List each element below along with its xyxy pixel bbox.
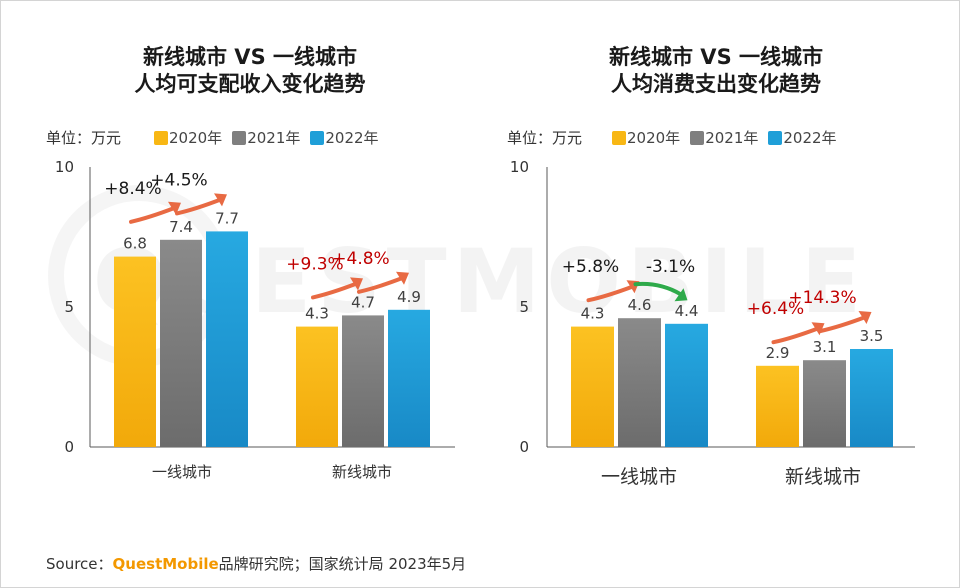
bar xyxy=(206,231,248,447)
value-label: 4.9 xyxy=(397,288,421,306)
legend-item-2022: 2022年 xyxy=(310,127,379,148)
growth-arrow xyxy=(311,281,359,300)
value-label: 4.4 xyxy=(675,302,699,320)
source-prefix: Source： xyxy=(46,555,113,573)
growth-arrow-head xyxy=(350,277,363,291)
y-tick-label: 5 xyxy=(64,298,74,316)
legend-item-2020: 2020年 xyxy=(154,127,222,148)
legend-label-2021: 2021年 xyxy=(705,129,759,147)
growth-percentage-label: +6.4% xyxy=(747,299,804,319)
x-category-label: 一线城市 xyxy=(601,466,677,488)
value-label: 4.3 xyxy=(581,305,605,323)
value-label: 2.9 xyxy=(766,344,790,362)
legend-label-2020: 2020年 xyxy=(169,129,223,147)
legend-swatch-2021 xyxy=(690,130,705,145)
growth-arrow-head xyxy=(811,322,825,336)
x-category-label: 新线城市 xyxy=(332,463,392,481)
growth-arrow-head xyxy=(396,271,409,285)
growth-arrow-head xyxy=(858,311,872,324)
right-unit-label: 单位：万元 xyxy=(507,129,583,147)
right-chart-title: 新线城市 VS 一线城市 人均消费支出变化趋势 xyxy=(546,44,886,98)
legend-label-2021: 2021年 xyxy=(247,129,301,147)
left-unit-label: 单位：万元 xyxy=(46,129,122,147)
source-note: Source：QuestMobile品牌研究院；国家统计局 2023年5月 xyxy=(46,553,466,574)
value-label: 3.1 xyxy=(813,338,837,356)
legend-swatch-2020 xyxy=(612,130,626,145)
growth-percentage-label: +8.4% xyxy=(104,179,161,199)
x-category-label: 一线城市 xyxy=(152,463,212,481)
left-title-line1: 新线城市 VS 一线城市 xyxy=(143,45,357,69)
right-title-line1: 新线城市 VS 一线城市 xyxy=(609,45,823,69)
y-tick-label: 0 xyxy=(519,438,529,456)
growth-arrow xyxy=(129,205,177,224)
value-label: 7.7 xyxy=(215,209,239,227)
bar xyxy=(114,256,156,447)
source-suffix: 品牌研究院；国家统计局 2023年5月 xyxy=(218,555,467,573)
legend-label-2022: 2022年 xyxy=(325,129,379,147)
bar xyxy=(571,326,614,447)
legend-swatch-2021 xyxy=(232,130,247,145)
value-label: 4.3 xyxy=(305,305,329,323)
legend-swatch-2022 xyxy=(310,130,325,145)
legend-item-2020: 2020年 xyxy=(612,127,680,148)
growth-arrow xyxy=(818,315,868,333)
bar xyxy=(342,315,384,447)
right-legend: 2020年 2021年 2022年 xyxy=(612,127,847,148)
value-label: 4.7 xyxy=(351,293,375,311)
legend-label-2022: 2022年 xyxy=(783,129,837,147)
legend-item-2021: 2021年 xyxy=(690,127,758,148)
left-legend: 2020年 2021年 2022年 xyxy=(154,127,389,148)
bar xyxy=(850,349,893,447)
growth-arrow xyxy=(771,326,821,345)
growth-arrow-head xyxy=(214,193,227,207)
growth-arrow xyxy=(175,197,223,216)
y-tick-label: 10 xyxy=(510,158,529,176)
value-label: 4.6 xyxy=(628,296,652,314)
legend-swatch-2020 xyxy=(154,130,168,145)
growth-percentage-label: +9.3% xyxy=(286,254,343,274)
value-label: 6.8 xyxy=(123,235,147,253)
bar xyxy=(388,309,430,447)
legend-swatch-2022 xyxy=(768,130,783,145)
legend-item-2022: 2022年 xyxy=(768,127,837,148)
y-tick-label: 5 xyxy=(519,298,529,316)
bar xyxy=(296,326,338,447)
growth-arrow xyxy=(633,281,683,297)
y-tick-label: 0 xyxy=(64,438,74,456)
source-brand: QuestMobile xyxy=(112,555,219,573)
bar xyxy=(756,365,799,447)
bar xyxy=(803,360,846,447)
value-label: 7.4 xyxy=(169,218,193,236)
y-tick-label: 10 xyxy=(55,158,74,176)
value-label: 3.5 xyxy=(860,327,884,345)
growth-arrow xyxy=(357,275,405,294)
growth-arrow xyxy=(586,284,636,303)
bar xyxy=(160,239,202,447)
left-title-line2: 人均可支配收入变化趋势 xyxy=(134,72,366,96)
growth-percentage-label: +4.8% xyxy=(332,249,389,269)
growth-percentage-label: +4.5% xyxy=(150,170,207,190)
left-chart-title: 新线城市 VS 一线城市 人均可支配收入变化趋势 xyxy=(80,44,420,98)
growth-percentage-label: +5.8% xyxy=(562,257,619,277)
growth-arrow-head xyxy=(674,288,688,302)
bar xyxy=(618,318,661,447)
right-title-line2: 人均消费支出变化趋势 xyxy=(611,72,821,96)
legend-item-2021: 2021年 xyxy=(232,127,300,148)
legend-label-2020: 2020年 xyxy=(627,129,681,147)
x-category-label: 新线城市 xyxy=(785,466,861,488)
bar xyxy=(665,323,708,447)
growth-percentage-label: +14.3% xyxy=(788,288,856,308)
growth-arrow-head xyxy=(168,201,181,215)
growth-percentage-label: -3.1% xyxy=(646,257,695,277)
